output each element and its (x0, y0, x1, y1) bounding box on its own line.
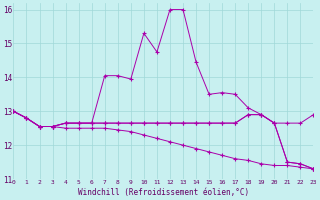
X-axis label: Windchill (Refroidissement éolien,°C): Windchill (Refroidissement éolien,°C) (78, 188, 249, 197)
